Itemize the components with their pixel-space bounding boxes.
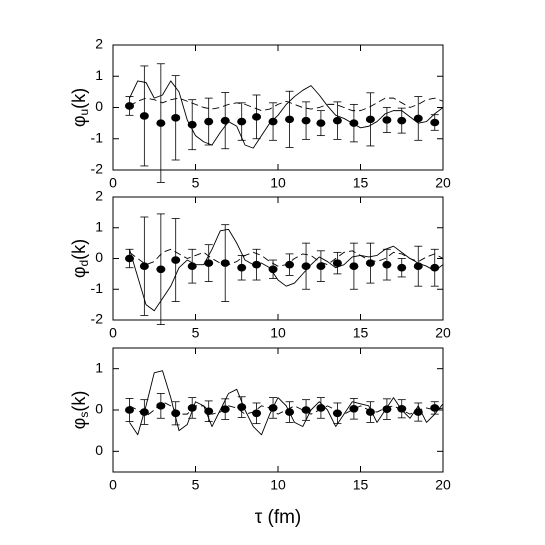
plot-frame xyxy=(112,347,444,473)
data-point xyxy=(316,262,326,270)
data-point xyxy=(187,262,197,270)
data-point xyxy=(125,406,134,414)
y-axis-label: φd(k) xyxy=(69,239,91,278)
x-tick-label: 20 xyxy=(435,175,451,191)
y-label-rest: (k) xyxy=(69,391,89,412)
x-tick-label: 0 xyxy=(109,325,117,341)
data-point xyxy=(285,260,295,269)
data-point xyxy=(171,409,181,418)
data-point xyxy=(139,262,149,270)
data-point xyxy=(237,263,247,272)
x-tick-label: 10 xyxy=(270,175,286,191)
data-point xyxy=(382,260,392,269)
data-point xyxy=(301,406,311,414)
y-tick-label: 1 xyxy=(95,67,103,83)
data-point xyxy=(171,114,181,122)
y-label-symbol: φ xyxy=(69,267,89,279)
y-tick-label: -2 xyxy=(91,311,104,327)
x-tick-label: 15 xyxy=(353,325,369,341)
data-point xyxy=(156,402,166,410)
y-tick-label: -1 xyxy=(91,280,104,296)
y-label-subscript: u xyxy=(77,109,91,116)
y-label-subscript: s xyxy=(77,412,91,418)
dashed-line xyxy=(129,97,444,112)
data-point xyxy=(332,259,342,267)
data-point xyxy=(365,115,375,124)
x-tick-label: 0 xyxy=(109,477,117,493)
y-axis-label: φs(k) xyxy=(69,391,91,430)
data-point xyxy=(204,117,214,126)
data-point xyxy=(156,265,166,274)
y-tick-label: -1 xyxy=(91,129,104,145)
x-tick-label: 5 xyxy=(192,325,200,341)
data-point xyxy=(156,119,166,127)
data-point xyxy=(332,116,342,125)
x-tick-label: 20 xyxy=(435,477,451,493)
y-label-rest: (k) xyxy=(69,88,89,109)
x-tick-label: 10 xyxy=(270,477,286,493)
dashed-line xyxy=(129,248,444,267)
y-label-symbol: φ xyxy=(69,116,89,128)
x-tick-label: 10 xyxy=(270,325,286,341)
data-point xyxy=(316,119,326,127)
y-tick-label: 2 xyxy=(95,36,103,52)
data-point xyxy=(349,404,359,413)
data-point xyxy=(285,115,295,124)
solid-line xyxy=(129,80,444,149)
data-point xyxy=(187,404,197,412)
data-point xyxy=(220,405,230,413)
y-tick-label: 1 xyxy=(95,218,103,234)
x-tick-label: 5 xyxy=(192,477,200,493)
x-tick-label: 5 xyxy=(192,175,200,191)
y-tick-label: -2 xyxy=(91,161,104,177)
dashed-line xyxy=(129,401,444,417)
data-point xyxy=(252,260,262,269)
y-label-symbol: φ xyxy=(69,418,89,430)
data-point xyxy=(397,116,407,125)
data-point xyxy=(332,409,342,418)
data-point xyxy=(237,403,247,411)
data-point xyxy=(430,118,440,127)
data-point xyxy=(268,117,278,126)
x-tick-label: 15 xyxy=(353,175,369,191)
y-label-subscript: d xyxy=(77,260,91,267)
y-tick-label: 0 xyxy=(95,98,103,114)
solid-line xyxy=(129,228,444,312)
y-axis-label: φu(k) xyxy=(69,88,91,127)
y-tick-label: 0 xyxy=(95,442,103,458)
x-tick-label: 20 xyxy=(435,325,451,341)
y-tick-label: 1 xyxy=(95,359,103,375)
data-point xyxy=(397,263,407,272)
data-point xyxy=(204,259,214,267)
x-tick-label: 0 xyxy=(109,175,117,191)
data-point xyxy=(268,265,278,274)
x-axis-label: τ (fm) xyxy=(255,507,302,528)
data-point xyxy=(237,117,247,126)
data-point xyxy=(220,116,230,125)
data-point xyxy=(187,120,197,129)
plot-frame xyxy=(112,196,444,321)
data-point xyxy=(382,116,392,124)
data-point xyxy=(349,262,359,270)
y-tick-label: 0 xyxy=(95,401,103,417)
y-tick-label: 0 xyxy=(95,249,103,265)
y-label-rest: (k) xyxy=(69,239,89,260)
x-tick-label: 15 xyxy=(353,477,369,493)
solid-line xyxy=(129,370,444,436)
data-point xyxy=(252,409,262,418)
data-point xyxy=(171,256,181,264)
data-point xyxy=(413,114,423,123)
y-tick-label: 2 xyxy=(95,188,103,204)
data-point xyxy=(139,112,149,120)
data-point xyxy=(220,259,230,267)
data-point xyxy=(252,113,262,121)
data-point xyxy=(301,116,311,125)
